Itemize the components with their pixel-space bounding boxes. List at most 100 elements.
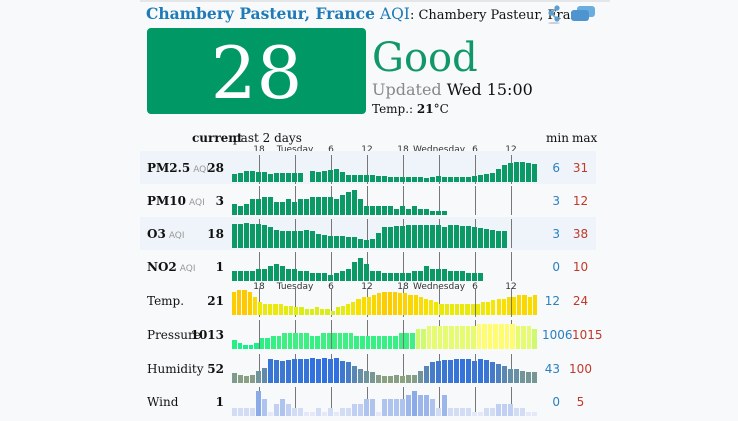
chart-bar bbox=[472, 361, 477, 383]
time-gridline bbox=[295, 288, 296, 317]
chart-bar bbox=[304, 309, 309, 315]
chart-bar bbox=[442, 395, 447, 416]
chart-bar bbox=[298, 359, 303, 383]
chart-bar bbox=[412, 225, 417, 248]
history-chart[interactable] bbox=[232, 186, 542, 215]
history-chart[interactable] bbox=[232, 320, 542, 349]
chart-bar bbox=[238, 173, 243, 182]
chart-bar bbox=[238, 271, 243, 281]
temperature-summary: Temp.: 21°C bbox=[372, 102, 449, 116]
chart-bar bbox=[310, 171, 315, 182]
history-chart[interactable] bbox=[232, 354, 542, 383]
chart-bar bbox=[334, 236, 339, 248]
chart-bar bbox=[496, 231, 501, 248]
row-name: Temp. bbox=[147, 294, 184, 308]
row-unit: AQI bbox=[179, 264, 196, 274]
current-header: current bbox=[192, 131, 243, 145]
chart-bar bbox=[436, 269, 441, 281]
chart-bar bbox=[520, 162, 525, 182]
updated-value: Wed 15:00 bbox=[446, 80, 533, 99]
chart-bar bbox=[337, 333, 343, 349]
history-chart[interactable] bbox=[232, 153, 542, 184]
chart-bar bbox=[432, 326, 437, 349]
chart-bar bbox=[403, 293, 408, 315]
chart-bar bbox=[471, 326, 476, 349]
chart-bar bbox=[508, 369, 513, 383]
time-gridline bbox=[367, 186, 368, 215]
chart-bar bbox=[310, 412, 315, 416]
chart-bar bbox=[392, 292, 397, 315]
chart-bar bbox=[340, 172, 345, 182]
share-icon[interactable] bbox=[546, 4, 562, 24]
chart-bar bbox=[454, 177, 459, 182]
chart-bar bbox=[262, 172, 267, 182]
chart-bar bbox=[436, 211, 441, 215]
chart-bar bbox=[244, 376, 249, 383]
time-gridline bbox=[403, 354, 404, 383]
history-chart[interactable] bbox=[232, 252, 542, 281]
chart-bar bbox=[532, 329, 537, 349]
chart-bar bbox=[448, 177, 453, 182]
chart-bar bbox=[262, 225, 267, 248]
time-gridline bbox=[511, 354, 512, 383]
past-header: past 2 days bbox=[233, 131, 302, 145]
current-value: 1 bbox=[215, 395, 224, 409]
chart-bar bbox=[472, 273, 477, 281]
chart-bar bbox=[490, 173, 495, 182]
chart-bar bbox=[496, 169, 501, 182]
station-name: : Chambery Pasteur, France bbox=[409, 8, 578, 23]
chart-bar bbox=[262, 197, 267, 215]
chart-bar bbox=[418, 209, 423, 215]
time-gridline bbox=[259, 155, 260, 184]
chart-bar bbox=[268, 197, 273, 215]
chart-bar bbox=[424, 209, 429, 215]
chart-bar bbox=[244, 408, 249, 416]
chart-bar bbox=[408, 295, 413, 315]
city-link[interactable]: Chambery Pasteur, France bbox=[146, 4, 375, 23]
history-chart[interactable] bbox=[232, 286, 542, 317]
chart-bar bbox=[387, 292, 392, 315]
history-chart[interactable] bbox=[232, 219, 542, 248]
chart-bar bbox=[412, 271, 417, 281]
chart-bar bbox=[412, 206, 417, 215]
chart-bar bbox=[394, 177, 399, 182]
min-value: 1006 bbox=[542, 328, 573, 342]
max-value: 24 bbox=[572, 294, 589, 308]
time-gridline bbox=[331, 288, 332, 317]
axis-tick-label: 6 bbox=[328, 145, 334, 155]
chart-bar bbox=[460, 177, 465, 182]
chart-bar bbox=[493, 324, 499, 349]
chart-bar bbox=[322, 235, 327, 248]
row-unit: AQI bbox=[189, 198, 205, 208]
chart-bar bbox=[328, 197, 333, 215]
history-chart[interactable] bbox=[232, 387, 542, 416]
chart-bar bbox=[478, 228, 483, 248]
chart-bar bbox=[262, 368, 267, 383]
chart-bar bbox=[460, 408, 465, 416]
chart-bar bbox=[520, 408, 525, 416]
chart-bar bbox=[521, 326, 526, 349]
chart-bar bbox=[304, 199, 309, 215]
row-name: NO2 AQI bbox=[147, 260, 196, 274]
cards-icon[interactable] bbox=[570, 5, 596, 23]
chart-bar bbox=[320, 309, 325, 315]
chart-bar bbox=[502, 404, 507, 416]
time-gridline bbox=[475, 186, 476, 215]
chart-bar bbox=[400, 376, 405, 383]
chart-bar bbox=[522, 295, 527, 315]
chart-bar bbox=[394, 226, 399, 248]
current-value: 3 bbox=[215, 194, 224, 208]
chart-bar bbox=[243, 345, 248, 349]
chart-bar bbox=[340, 195, 345, 215]
chart-bar bbox=[376, 412, 381, 416]
chart-bar bbox=[510, 324, 515, 349]
chart-bar bbox=[299, 307, 304, 315]
axis-tick-label: 6 bbox=[472, 282, 478, 292]
chart-bar bbox=[292, 408, 297, 416]
chart-bar bbox=[238, 375, 243, 383]
chart-bar bbox=[429, 300, 434, 315]
chart-bar bbox=[334, 169, 339, 182]
time-gridline bbox=[511, 252, 512, 281]
chart-bar bbox=[286, 404, 291, 416]
chart-bar bbox=[316, 408, 321, 416]
